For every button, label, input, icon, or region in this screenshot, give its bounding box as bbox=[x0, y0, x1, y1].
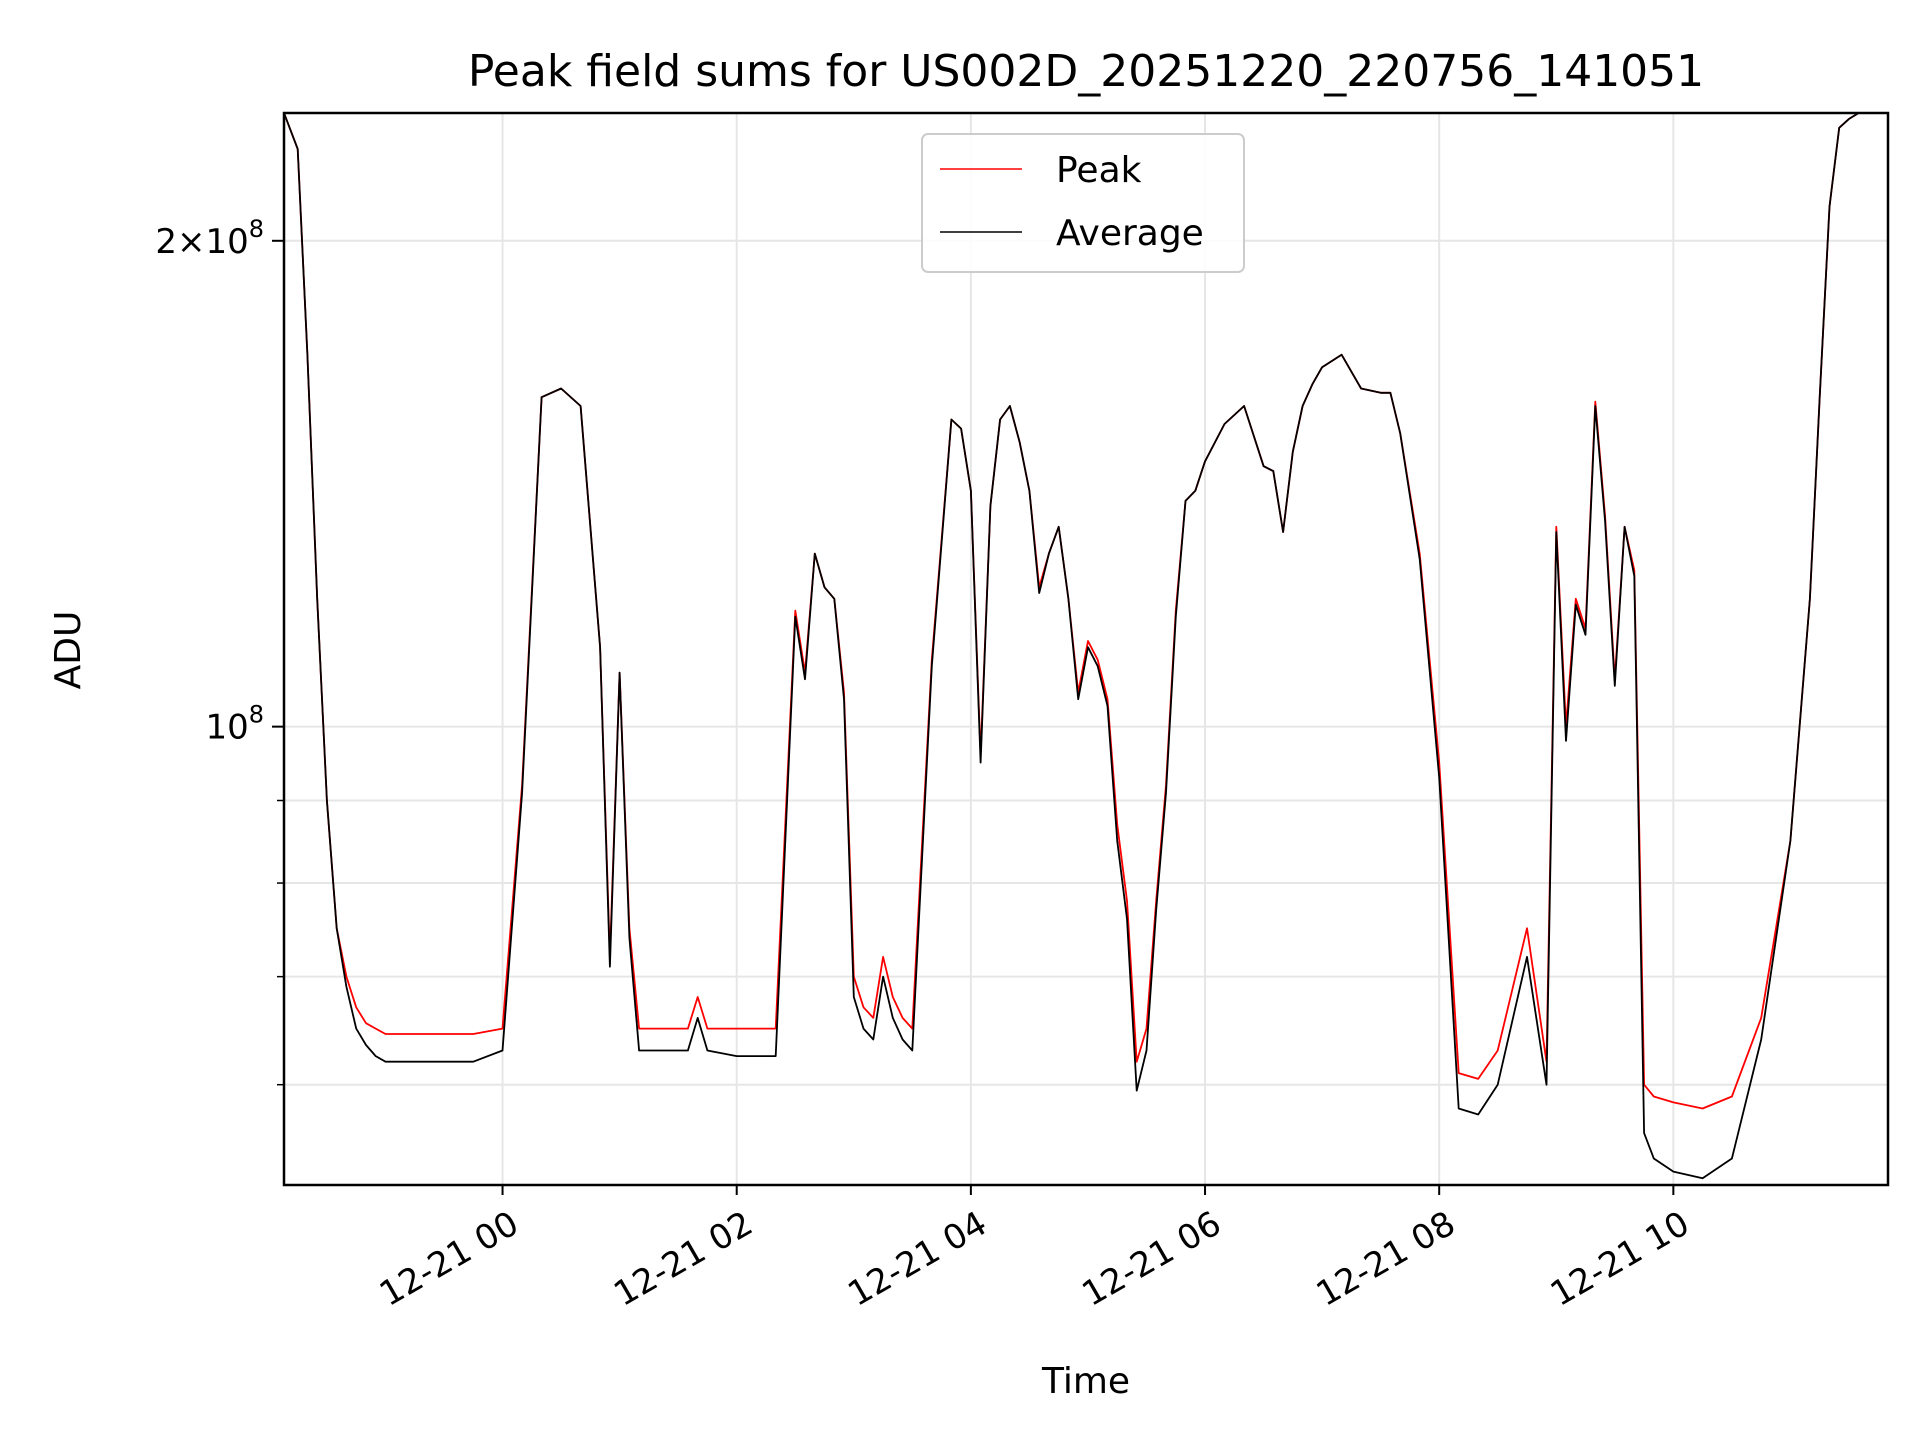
chart-title: Peak field sums for US002D_20251220_2207… bbox=[468, 46, 1704, 97]
grid bbox=[284, 113, 1888, 1185]
x-axis-label: Time bbox=[1041, 1361, 1130, 1402]
series-layer bbox=[284, 113, 1860, 1180]
legend-label-peak: Peak bbox=[1056, 150, 1142, 191]
y-tick-label: 2×108 bbox=[155, 215, 264, 262]
legend: Peak Average bbox=[921, 133, 1245, 273]
y-tick-label: 108 bbox=[205, 701, 264, 748]
legend-label-average: Average bbox=[1056, 213, 1204, 254]
y-axis-label: ADU bbox=[48, 611, 89, 690]
series-line-average bbox=[284, 113, 1860, 1180]
y-axis: 108 2×108 bbox=[155, 215, 284, 1086]
plot-frame bbox=[282, 111, 1890, 1187]
